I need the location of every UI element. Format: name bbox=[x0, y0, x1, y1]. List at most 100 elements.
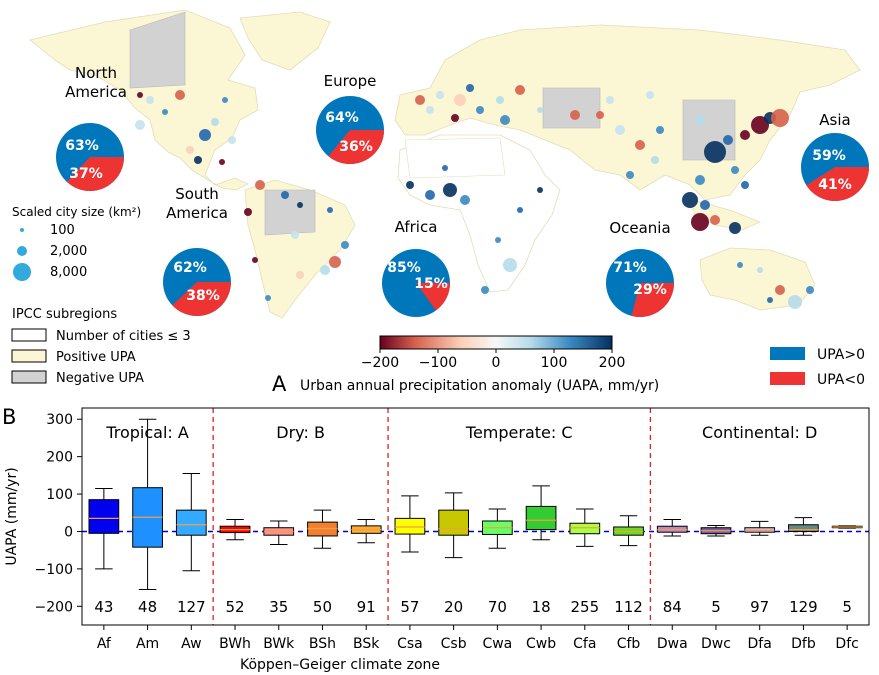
size-legend-item: 2,000 bbox=[50, 244, 87, 259]
box-Am: 48 bbox=[132, 418, 163, 616]
region-name: South bbox=[175, 185, 219, 203]
box-Csa: 57 bbox=[394, 495, 426, 616]
region-name: Europe bbox=[324, 72, 377, 90]
pie-slice-negative bbox=[172, 282, 231, 316]
x-tick-label: Cfa bbox=[573, 636, 596, 652]
grey-subregion-central-asia bbox=[542, 87, 601, 129]
size-legend-title: Scaled city size (km²) bbox=[12, 205, 141, 219]
ipcc-legend-title: IPCC subregions bbox=[12, 307, 117, 322]
city-dot bbox=[729, 222, 741, 234]
box-BWk: 35 bbox=[263, 520, 295, 616]
sample-count: 97 bbox=[750, 598, 769, 616]
city-dots bbox=[135, 84, 814, 309]
colorbar-gradient bbox=[379, 335, 613, 350]
city-dot bbox=[425, 190, 435, 200]
city-dot bbox=[442, 165, 448, 171]
pie-label-positive: 59% bbox=[812, 148, 846, 164]
pie-slice-negative bbox=[328, 130, 384, 164]
size-marker-medium bbox=[17, 246, 27, 256]
sample-count: 127 bbox=[177, 598, 206, 616]
colorbar-tick: −200 bbox=[361, 355, 399, 371]
y-tick-label: 200 bbox=[46, 450, 73, 466]
x-tick-label: Am bbox=[136, 636, 159, 652]
pie-label-positive: 62% bbox=[173, 260, 207, 276]
world-map bbox=[29, 9, 861, 319]
size-marker-large bbox=[13, 263, 31, 281]
region-name: Asia bbox=[819, 111, 850, 129]
panel-a-label: A bbox=[272, 372, 287, 396]
box-BSk: 91 bbox=[350, 518, 382, 616]
city-dot bbox=[767, 297, 773, 303]
region-name: North bbox=[75, 64, 117, 82]
city-dot bbox=[211, 118, 219, 126]
city-dot bbox=[695, 115, 705, 125]
colorbar-tick: 200 bbox=[599, 355, 626, 371]
city-dot bbox=[740, 130, 750, 140]
size-legend-item: 8,000 bbox=[50, 265, 87, 280]
box-Cfb: 112 bbox=[613, 515, 644, 616]
city-dot bbox=[775, 285, 785, 295]
pie-africa: Africa 85%15% bbox=[382, 218, 450, 317]
city-dot bbox=[341, 241, 349, 249]
box-Cfa: 255 bbox=[569, 508, 601, 616]
sample-count: 52 bbox=[225, 598, 244, 616]
box-Aw: 127 bbox=[175, 472, 207, 616]
ipcc-legend-item: Negative UPA bbox=[56, 371, 144, 386]
sample-count: 20 bbox=[444, 598, 463, 616]
city-dot bbox=[265, 295, 271, 301]
city-dot bbox=[515, 85, 525, 95]
city-dot bbox=[320, 265, 330, 275]
city-dot bbox=[426, 106, 434, 114]
pie-legend-item: UPA>0 bbox=[817, 347, 865, 363]
region-name: America bbox=[65, 83, 127, 101]
city-dot bbox=[476, 106, 484, 114]
pie-slice-negative bbox=[806, 167, 869, 202]
city-dot bbox=[704, 141, 726, 163]
swatch-negative-upa bbox=[11, 370, 47, 384]
city-dot bbox=[329, 256, 341, 268]
x-tick-label: Dfc bbox=[835, 636, 858, 652]
pie-oceania: Oceania 71% 29% bbox=[606, 219, 674, 317]
y-tick-label: −200 bbox=[35, 599, 73, 615]
y-tick-label: 100 bbox=[46, 487, 73, 503]
colorbar-label: Urban annual precipitation anomaly (UAPA… bbox=[300, 378, 659, 394]
x-tick-label: Dwc bbox=[701, 636, 731, 652]
city-dot bbox=[406, 181, 414, 189]
climate-group-title: Dry: B bbox=[276, 423, 325, 442]
city-dot bbox=[146, 96, 154, 104]
city-dot bbox=[443, 183, 457, 197]
climate-group-title: Temperate: C bbox=[465, 423, 573, 442]
city-dot bbox=[646, 91, 654, 99]
pie-label-negative: 41% bbox=[818, 177, 852, 193]
swatch-positive-upa bbox=[11, 349, 47, 363]
boxes: 43 48 127 52 35 50 91 57 20 70 18 255 112 84 5 97 129 5 bbox=[88, 418, 863, 616]
plot-frame bbox=[81, 407, 870, 626]
region-name: America bbox=[166, 204, 228, 222]
box-Cwb: 18 bbox=[525, 485, 557, 616]
pie-europe: Europe 64% 36% bbox=[316, 72, 384, 164]
grey-subregion-alaska bbox=[129, 11, 186, 89]
city-dot bbox=[244, 208, 252, 216]
city-dot bbox=[137, 92, 143, 98]
x-tick-label: Cwa bbox=[482, 636, 512, 652]
swatch-upa-positive bbox=[770, 347, 805, 360]
city-dot bbox=[496, 96, 504, 104]
pie-label-negative: 38% bbox=[186, 288, 220, 304]
city-dot bbox=[135, 120, 145, 130]
city-dot bbox=[228, 136, 236, 144]
city-size-legend: Scaled city size (km²) 100 2,000 8,000 bbox=[12, 205, 141, 281]
box-Dfa: 97 bbox=[744, 520, 776, 616]
sample-count: 70 bbox=[488, 598, 507, 616]
y-axis-label: UAPA (mm/yr) bbox=[4, 467, 20, 565]
y-tick-label: 300 bbox=[46, 412, 73, 428]
city-dot bbox=[327, 207, 333, 213]
box-iqr bbox=[569, 522, 601, 535]
x-tick-label: Csa bbox=[397, 636, 423, 652]
region-pies: NorthAmerica63%37%Europe64%36%SouthAmeri… bbox=[56, 64, 869, 317]
city-dot bbox=[751, 116, 769, 134]
x-tick-label: BSh bbox=[309, 636, 336, 652]
box-iqr bbox=[175, 509, 207, 536]
city-dot bbox=[596, 111, 604, 119]
city-dot bbox=[635, 140, 645, 150]
y-tick-label: −100 bbox=[35, 562, 73, 578]
